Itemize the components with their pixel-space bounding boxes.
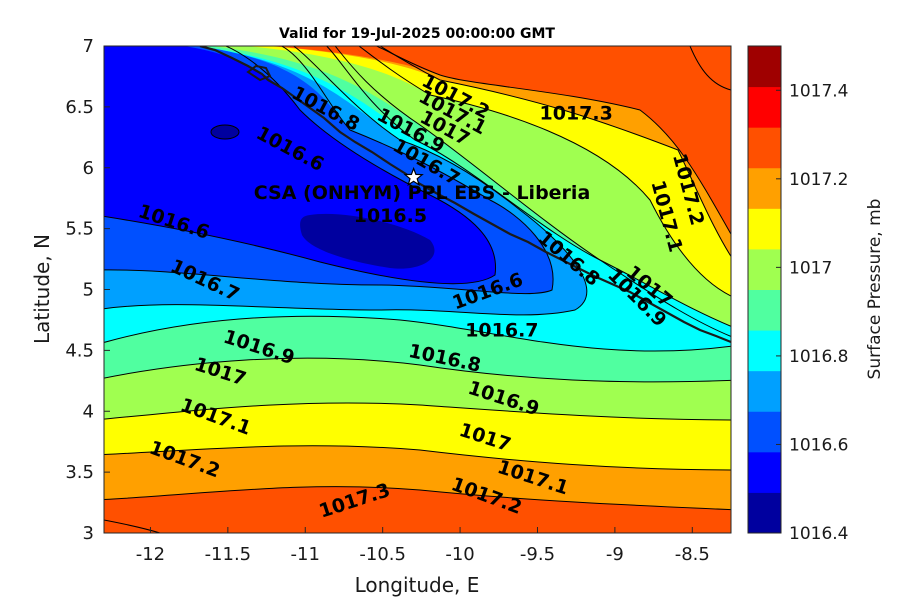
y-axis-ticks: 3 3.5 4 4.5 5 5.5 6 6.5 7 <box>65 36 110 544</box>
x-tick-label: -9 <box>606 544 624 565</box>
x-tick-label: -11.5 <box>205 544 252 565</box>
map-plot-area <box>104 46 731 533</box>
x-tick-label: -11 <box>291 544 320 565</box>
x-axis-ticks: -12 -11.5 -11 -10.5 -10 -9.5 -9 -8.5 <box>136 527 710 565</box>
x-axis-label: Longitude, E <box>355 573 480 597</box>
y-tick-label: 4.5 <box>65 340 94 361</box>
colorbar-swatch <box>748 127 781 169</box>
y-tick-label: 4 <box>83 401 94 422</box>
colorbar-frame <box>747 45 782 534</box>
y-tick-label: 6 <box>83 158 94 179</box>
y-tick-label: 3.5 <box>65 462 94 483</box>
pressure-low-islet <box>210 124 240 140</box>
site-star-icon <box>403 166 424 187</box>
y-tick-label: 6.5 <box>65 97 94 118</box>
figure-title: Valid for 19-Jul-2025 00:00:00 GMT <box>279 26 555 42</box>
contour-lines <box>104 46 731 533</box>
colorbar-swatch <box>748 248 781 290</box>
contour-label: 1016.7 <box>465 319 538 341</box>
colorbar-tick-label: 1016.8 <box>789 347 848 367</box>
colorbar-tick-label: 1016.4 <box>789 524 848 544</box>
colorbar-swatch <box>748 411 781 453</box>
site-label: CSA (ONHYM) PPL EBS - Liberia <box>254 182 591 204</box>
colorbar-tick-label: 1017.4 <box>789 81 848 101</box>
colorbar-swatch <box>748 46 781 88</box>
colorbar-swatch <box>748 330 781 372</box>
contour-label: 1016.5 <box>354 205 427 227</box>
pressure-band-1016-5 <box>104 46 496 284</box>
colorbar-swatch <box>748 289 781 331</box>
colorbar-swatch <box>748 492 781 534</box>
colorbar-swatch <box>748 86 781 128</box>
colorbar-ticks: 1016.4 1016.6 1016.8 1017 1017.2 1017.4 <box>776 81 848 544</box>
coastline-inlet <box>246 64 272 82</box>
y-tick-label: 5 <box>83 280 94 301</box>
x-tick-label: -9.5 <box>520 544 555 565</box>
colorbar-swatch <box>748 208 781 250</box>
y-tick-label: 7 <box>83 36 94 57</box>
colorbar-swatch <box>748 451 781 493</box>
x-tick-label: -10.5 <box>359 544 406 565</box>
y-tick-label: 5.5 <box>65 219 94 240</box>
colorbar-tick-label: 1016.6 <box>789 435 848 455</box>
coastline <box>199 46 731 344</box>
site-marker-layer <box>403 166 424 187</box>
x-tick-label: -10 <box>445 544 474 565</box>
y-axis-label: Latitude, N <box>30 234 54 344</box>
colorbar-tick-label: 1017 <box>789 258 832 278</box>
pressure-low-core <box>300 213 435 269</box>
x-tick-label: -12 <box>136 544 165 565</box>
colorbar-tick-label: 1017.2 <box>789 170 848 190</box>
colorbar-swatch <box>748 167 781 209</box>
x-tick-label: -8.5 <box>675 544 710 565</box>
colorbar-swatch <box>748 370 781 412</box>
y-tick-label: 3 <box>83 523 94 544</box>
colorbar-label: Surface Pressure, mb <box>865 199 885 380</box>
contour-label: 1017.3 <box>540 103 613 125</box>
colorbar <box>748 46 781 534</box>
